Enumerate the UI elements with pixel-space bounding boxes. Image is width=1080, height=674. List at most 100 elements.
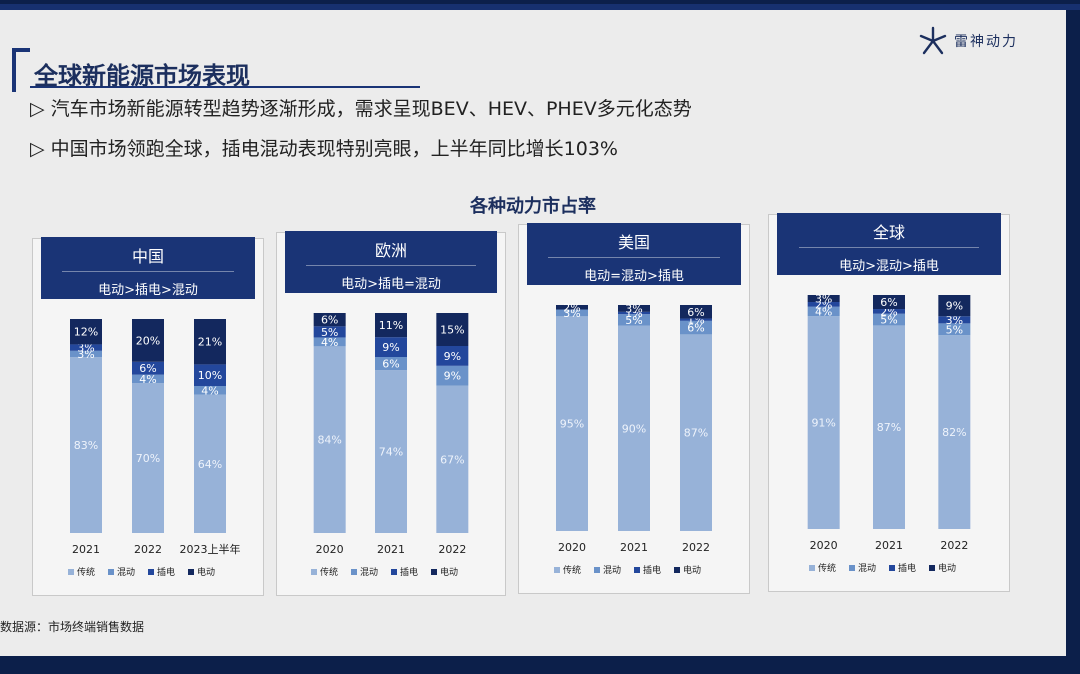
stacked-bar-chart: 91%4%2%3%202087%5%2%6%202182%5%3%9%2022传… bbox=[807, 293, 971, 574]
data-label: 5% bbox=[625, 314, 642, 327]
bar-segment-传统 bbox=[938, 335, 971, 529]
bar-segment-插电 bbox=[194, 364, 226, 387]
bar-segment-混动 bbox=[556, 309, 588, 317]
data-label: 6% bbox=[321, 314, 338, 327]
data-label: 83% bbox=[74, 439, 98, 452]
legend-label: 插电 bbox=[643, 564, 661, 576]
x-tick-label: 2022 bbox=[682, 541, 710, 554]
data-label: 4% bbox=[201, 384, 218, 397]
data-label: 84% bbox=[317, 434, 341, 447]
data-label: 3% bbox=[77, 342, 94, 355]
title-bar: 全球新能源市场表现 bbox=[12, 48, 452, 92]
data-label: 2% bbox=[563, 301, 580, 314]
legend-swatch bbox=[889, 565, 895, 571]
x-tick-label: 2020 bbox=[316, 543, 344, 556]
header-divider bbox=[799, 247, 979, 248]
legend-label: 电动 bbox=[683, 564, 701, 576]
legend-swatch bbox=[391, 569, 397, 575]
legend-swatch bbox=[108, 569, 114, 575]
bar-segment-混动 bbox=[807, 306, 840, 317]
x-tick-label: 2021 bbox=[620, 541, 648, 554]
legend-label: 电动 bbox=[440, 566, 458, 578]
data-source-note: 数据源：市场终端销售数据 bbox=[0, 620, 145, 634]
bar-segment-插电 bbox=[873, 309, 905, 314]
legend-label: 电动 bbox=[938, 562, 956, 574]
bullet-2: ▷ 中国市场领跑全球，插电混动表现特别亮眼，上半年同比增长103% bbox=[30, 138, 618, 160]
bar-segment-插电 bbox=[938, 316, 971, 324]
bar-segment-电动 bbox=[618, 305, 650, 312]
data-label: 9% bbox=[946, 300, 963, 313]
bar-segment-传统 bbox=[194, 394, 226, 533]
bar-segment-传统 bbox=[132, 383, 164, 533]
bar-segment-传统 bbox=[873, 325, 905, 529]
data-label: 6% bbox=[880, 296, 897, 309]
bar-segment-传统 bbox=[807, 316, 840, 529]
bar-segment-电动 bbox=[194, 319, 226, 365]
data-label: 5% bbox=[321, 326, 338, 339]
bar-segment-混动 bbox=[436, 365, 469, 386]
data-label: 82% bbox=[942, 426, 966, 439]
panel-header: 欧洲 电动>插电=混动 bbox=[285, 231, 497, 293]
data-label: 5% bbox=[880, 314, 897, 327]
legend-swatch bbox=[554, 567, 560, 573]
page-title: 全球新能源市场表现 bbox=[34, 62, 250, 90]
bar-segment-传统 bbox=[618, 325, 650, 531]
data-label: 4% bbox=[139, 373, 156, 386]
bar-segment-混动 bbox=[618, 314, 650, 326]
x-tick-label: 2022 bbox=[134, 543, 162, 556]
bar-segment-电动 bbox=[680, 305, 712, 319]
x-tick-label: 2022 bbox=[940, 539, 968, 552]
stacked-bar-chart: 95%3%2%202090%5%1%3%202187%6%1%6%2022传统混… bbox=[554, 301, 712, 576]
legend-label: 混动 bbox=[858, 563, 876, 574]
star-logo-icon bbox=[919, 26, 947, 55]
brand-logo: 雷神动力 bbox=[918, 26, 1018, 56]
legend-label: 传统 bbox=[563, 564, 581, 576]
ranking-label: 电动>混动>插电 bbox=[839, 259, 939, 274]
data-label: 3% bbox=[815, 293, 832, 306]
header-divider bbox=[62, 271, 234, 272]
header-divider bbox=[306, 265, 476, 266]
x-tick-label: 2021 bbox=[377, 543, 405, 556]
data-label: 3% bbox=[563, 307, 580, 320]
bar-segment-混动 bbox=[938, 323, 971, 336]
legend-label: 传统 bbox=[77, 566, 95, 578]
data-label: 64% bbox=[198, 458, 222, 471]
x-tick-label: 2022 bbox=[438, 543, 466, 556]
bar-segment-电动 bbox=[132, 319, 164, 362]
slide-top-border bbox=[0, 4, 1080, 10]
bar-segment-电动 bbox=[313, 313, 346, 327]
data-label: 74% bbox=[379, 446, 403, 459]
data-label: 6% bbox=[382, 358, 399, 371]
region-name: 全球 bbox=[872, 223, 905, 242]
title-underline bbox=[30, 86, 420, 88]
legend-swatch bbox=[929, 565, 935, 571]
data-label: 95% bbox=[560, 418, 584, 431]
x-tick-label: 2020 bbox=[810, 539, 838, 552]
data-label: 9% bbox=[444, 370, 461, 383]
bar-segment-传统 bbox=[436, 385, 469, 533]
bar-segment-传统 bbox=[375, 370, 407, 533]
data-label: 5% bbox=[946, 323, 963, 336]
slide: 全球新能源市场表现 雷神动力 ▷ 汽车市场新能源转型趋势逐渐形成，需求呈现BEV… bbox=[0, 4, 1080, 656]
brand-name: 雷神动力 bbox=[954, 34, 1018, 50]
data-label: 90% bbox=[622, 422, 646, 435]
data-label: 6% bbox=[687, 306, 704, 319]
data-label: 11% bbox=[379, 319, 403, 332]
bar-segment-混动 bbox=[873, 313, 905, 326]
data-label: 9% bbox=[382, 341, 399, 354]
region-name: 美国 bbox=[617, 233, 650, 252]
bar-segment-传统 bbox=[556, 316, 588, 531]
legend-swatch bbox=[809, 565, 815, 571]
x-tick-label: 2021 bbox=[875, 539, 903, 552]
bar-segment-混动 bbox=[70, 350, 102, 358]
panel-china: 中国 电动>插电>混动 83% 3% 3% 12% 2021 70% 4% 6% 20% 2022 64… bbox=[32, 237, 264, 596]
data-label: 20% bbox=[136, 334, 160, 347]
bar-segment-传统 bbox=[313, 346, 346, 533]
bar-segment-电动 bbox=[436, 313, 469, 346]
data-label: 3% bbox=[625, 302, 642, 315]
legend-swatch bbox=[351, 569, 357, 575]
x-tick-label: 2020 bbox=[558, 541, 586, 554]
ranking-label: 电动>插电>混动 bbox=[98, 283, 198, 298]
panel-global: 全球 电动>混动>插电 91% 4% 2% 3% 2020 87% 5% 2% 6% 2021 82% 5… bbox=[768, 213, 1010, 592]
bar-segment-插电 bbox=[132, 361, 164, 375]
